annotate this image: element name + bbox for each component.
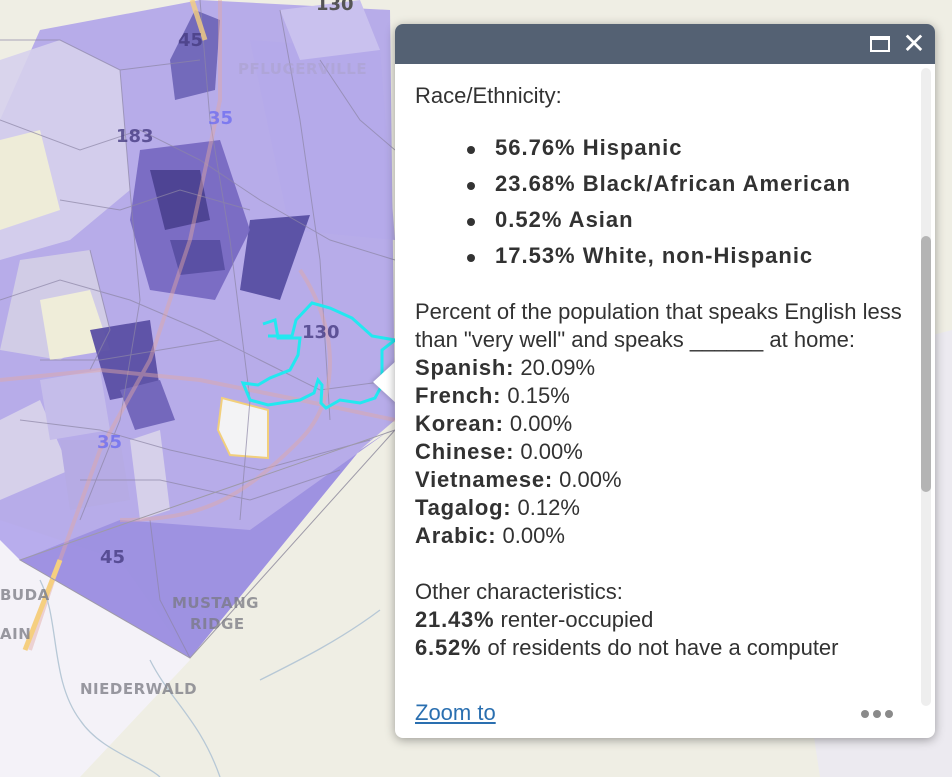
highway-shield: 130 <box>316 0 354 15</box>
race-title: Race/Ethnicity: <box>415 83 562 108</box>
place-label: PFLUGERVILLE <box>238 60 368 78</box>
language-value: 0.15% <box>501 383 570 408</box>
more-options-button[interactable] <box>861 704 897 724</box>
other-title: Other characteristics: <box>415 579 623 604</box>
maximize-icon <box>870 36 890 52</box>
highway-shield: 45 <box>100 547 126 568</box>
more-options-icon <box>873 710 881 718</box>
language-name: Chinese: <box>415 439 515 464</box>
characteristic-row: 6.52% of residents do not have a compute… <box>415 634 903 662</box>
maximize-button[interactable] <box>867 31 893 57</box>
language-name: French: <box>415 383 502 408</box>
language-value: 0.00% <box>496 523 565 548</box>
race-item: 56.76% Hispanic <box>465 130 903 166</box>
more-options-icon <box>861 710 869 718</box>
characteristic-text: renter-occupied <box>494 607 654 632</box>
selected-feature-outline <box>240 301 399 410</box>
more-options-icon <box>885 710 893 718</box>
place-label: NIEDERWALD <box>80 680 198 698</box>
popup-content: Race/Ethnicity: 56.76% Hispanic 23.68% B… <box>395 64 923 694</box>
characteristic-value: 6.52% <box>415 635 482 660</box>
interstate-shield: 35 <box>208 108 234 129</box>
language-value: 0.00% <box>503 411 573 436</box>
language-row: Chinese: 0.00% <box>415 438 903 466</box>
close-icon: ✕ <box>902 27 926 60</box>
language-value: 0.12% <box>511 495 580 520</box>
characteristic-value: 21.43% <box>415 607 495 632</box>
race-list: 56.76% Hispanic 23.68% Black/African Ame… <box>465 130 903 274</box>
language-row: Arabic: 0.00% <box>415 522 903 550</box>
race-item: 23.68% Black/African American <box>465 166 903 202</box>
language-value: 0.00% <box>514 439 583 464</box>
popup-header: ✕ <box>395 24 935 64</box>
zoom-to-link[interactable]: Zoom to <box>415 700 496 725</box>
language-intro: Percent of the population that speaks En… <box>415 299 902 352</box>
language-name: Spanish: <box>415 355 515 380</box>
close-button[interactable]: ✕ <box>901 30 927 58</box>
language-row: Spanish: 20.09% <box>415 354 903 382</box>
language-row: Tagalog: 0.12% <box>415 494 903 522</box>
language-row: French: 0.15% <box>415 382 903 410</box>
highway-shield: 130 <box>302 322 340 343</box>
language-name: Arabic: <box>415 523 497 548</box>
place-label: RIDGE <box>190 615 245 633</box>
highway-shield: 183 <box>116 126 154 147</box>
feature-popup: ✕ Race/Ethnicity: 56.76% Hispanic 23.68%… <box>395 24 935 738</box>
characteristic-row: 21.43% renter-occupied <box>415 606 903 634</box>
place-label: MUSTANG <box>172 594 259 612</box>
language-value: 0.00% <box>553 467 622 492</box>
race-item: 0.52% Asian <box>465 202 903 238</box>
language-row: Vietnamese: 0.00% <box>415 466 903 494</box>
popup-scrollbar[interactable] <box>921 68 931 706</box>
language-name: Korean: <box>415 411 504 436</box>
spacer <box>415 550 903 578</box>
language-value: 20.09% <box>514 355 596 380</box>
place-label: BUDA <box>0 586 50 604</box>
race-item: 17.53% White, non-Hispanic <box>465 238 903 274</box>
language-name: Tagalog: <box>415 495 512 520</box>
popup-pointer <box>373 360 397 404</box>
place-label: AIN <box>0 625 32 643</box>
popup-footer: Zoom to <box>395 698 935 738</box>
scrollbar-thumb[interactable] <box>921 236 931 492</box>
characteristic-text: of residents do not have a computer <box>481 635 839 660</box>
language-name: Vietnamese: <box>415 467 554 492</box>
interstate-shield: 35 <box>97 432 123 453</box>
language-row: Korean: 0.00% <box>415 410 903 438</box>
highway-shield: 45 <box>178 30 204 51</box>
